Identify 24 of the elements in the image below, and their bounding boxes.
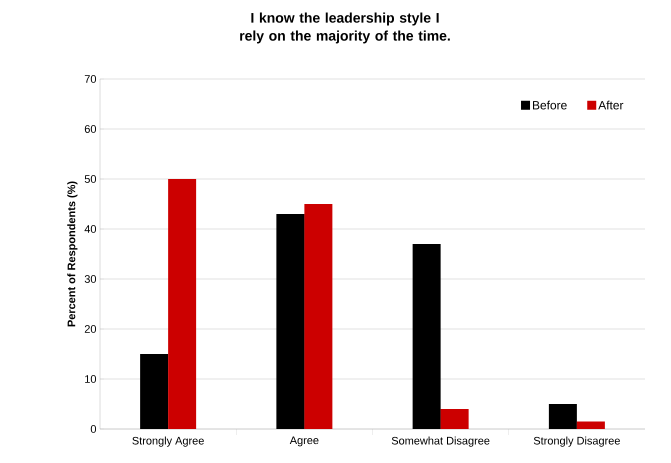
x-tick-label: Strongly Disagree [534,436,620,447]
bar [440,409,469,429]
legend-label: Before [533,100,567,110]
bar [412,244,441,429]
y-tick-label: 40 [84,225,96,233]
y-tick-label: 60 [84,125,96,133]
y-tick-label: 20 [84,325,96,333]
bar [276,214,304,429]
bar [168,179,196,429]
y-tick-label: 10 [85,375,96,383]
chart-title: I know the leadership style I rely on the majority of the time. [240,12,450,44]
x-tick-label: Strongly Agree [132,436,204,447]
bar [304,204,332,429]
y-tick-label: 30 [84,275,96,283]
bar [576,422,605,429]
bar [140,354,168,429]
y-tick-label: 70 [84,75,96,83]
x-tick-label: Somewhat Disagree [392,436,490,447]
x-tick-label: Agree [290,436,319,446]
y-tick-label: 50 [84,175,96,183]
bar [548,404,577,429]
legend-label: After [598,100,624,110]
y-tick-label: 0 [90,425,96,433]
y-axis-title: Percent of Respondents (%) [67,181,78,326]
